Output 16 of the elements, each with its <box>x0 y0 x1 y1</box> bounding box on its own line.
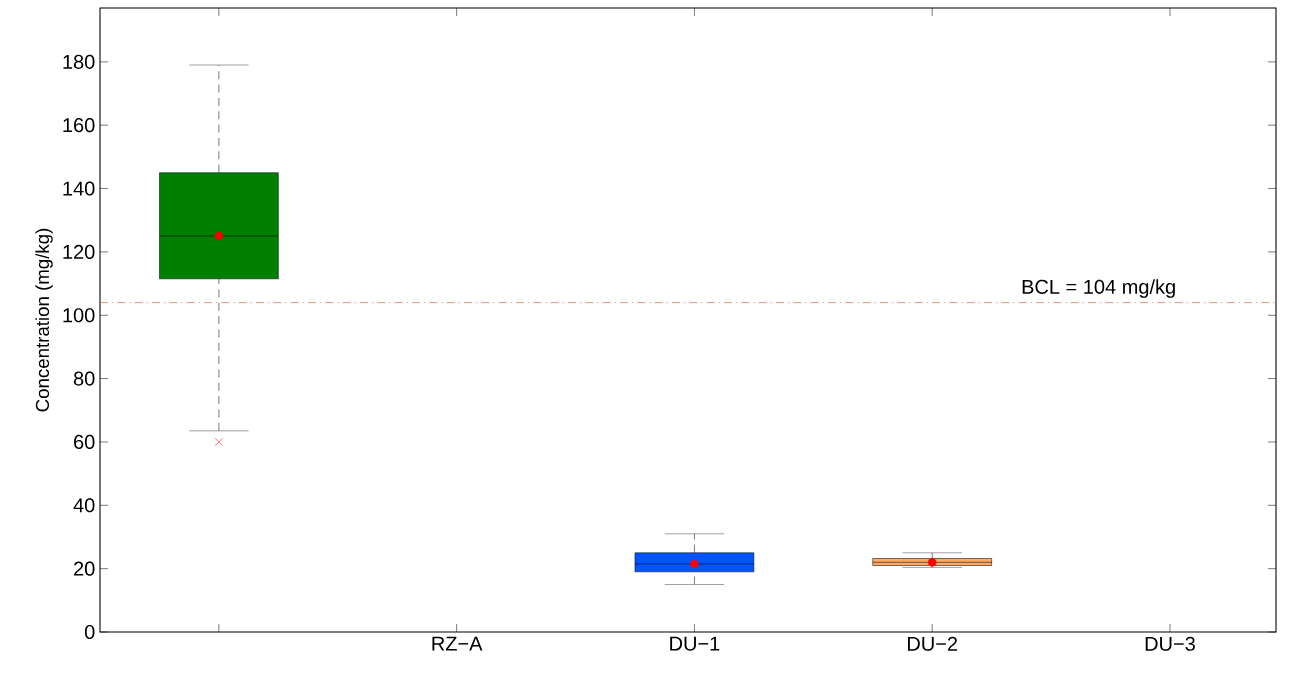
y-axis-title: Concentration (mg/kg) <box>35 228 53 412</box>
ref-line-label: BCL = 104 mg/kg <box>1022 279 1175 298</box>
y-tick-label: 40 <box>73 498 95 513</box>
x-tick-label: DU−3 <box>1145 636 1195 651</box>
y-tick-label: 60 <box>74 434 95 450</box>
y-tick-label: 20 <box>74 561 95 576</box>
y-tick-label: 80 <box>73 371 95 386</box>
y-tick-label: 160 <box>63 118 95 133</box>
x-tick-label: DU−2 <box>907 636 958 651</box>
y-tick-label: 180 <box>63 54 95 69</box>
y-tick-label: 140 <box>63 181 95 196</box>
x-tick-label: DU−1 <box>670 636 720 651</box>
y-tick-label: 100 <box>63 308 95 323</box>
y-tick-label: 120 <box>63 244 95 259</box>
y-tick-label: 0 <box>84 624 95 640</box>
x-tick-label: RZ−A <box>432 636 483 651</box>
